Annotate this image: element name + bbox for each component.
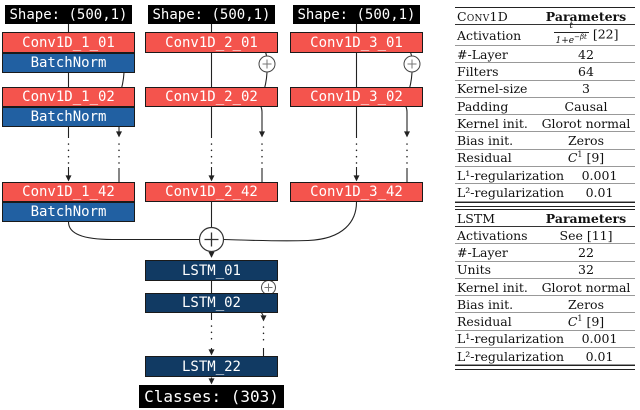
table-row: #-Layer 22 bbox=[455, 244, 635, 262]
table-header-row: LSTM Parameters bbox=[455, 210, 635, 227]
table-row: Kernel-size 3 bbox=[455, 81, 635, 98]
conv-layer-box: Conv1D_2_42 bbox=[145, 182, 278, 202]
table-bottom-rule bbox=[455, 201, 635, 207]
lstm-layer-box: LSTM_02 bbox=[145, 293, 278, 313]
table-row: Bias init. Zeros bbox=[455, 296, 635, 314]
conv-layer-box: Conv1D_2_01 bbox=[145, 32, 278, 53]
table-row: Padding Causal bbox=[455, 98, 635, 116]
batchnorm-box: BatchNorm bbox=[2, 107, 135, 127]
table-bottom-rule bbox=[455, 365, 635, 371]
batchnorm-box: BatchNorm bbox=[2, 53, 135, 73]
table-row: L²-regularization 0.01 bbox=[455, 348, 635, 366]
input-shape-box: Shape: (500,1) bbox=[293, 5, 420, 24]
table-row: #-Layer 42 bbox=[455, 46, 635, 64]
table-header-row: Conv1D Parameters bbox=[455, 8, 635, 25]
table-row: Residual C1 [9] bbox=[455, 150, 635, 168]
lstm-layer-box: LSTM_22 bbox=[145, 356, 278, 377]
batchnorm-box: BatchNorm bbox=[2, 202, 135, 222]
conv-layer-box: Conv1D_1_01 bbox=[2, 32, 135, 53]
input-shape-box: Shape: (500,1) bbox=[148, 5, 275, 24]
conv-layer-box: Conv1D_3_01 bbox=[290, 32, 423, 53]
lstm-parameters-table: LSTM Parameters Activations See [11] #-L… bbox=[455, 209, 635, 371]
table-title: Conv1D bbox=[457, 8, 509, 24]
activation-formula: t 1+e−βt [22] bbox=[553, 21, 619, 46]
plus-circle-icon bbox=[258, 55, 276, 73]
table-row: L¹-regularization 0.001 bbox=[455, 167, 635, 185]
table-row: Kernel init. Glorot normal bbox=[455, 279, 635, 297]
conv-layer-box: Conv1D_1_42 bbox=[2, 182, 135, 202]
conv-layer-box: Conv1D_1_02 bbox=[2, 87, 135, 107]
conv-layer-box: Conv1D_3_42 bbox=[290, 182, 423, 202]
residual-value: C1 [9] bbox=[567, 314, 605, 330]
residual-value: C1 [9] bbox=[567, 150, 605, 166]
table-row: L¹-regularization 0.001 bbox=[455, 331, 635, 349]
table-row: Residual C1 [9] bbox=[455, 313, 635, 331]
table-title: LSTM bbox=[457, 210, 496, 226]
table-row: L²-regularization 0.01 bbox=[455, 184, 635, 202]
conv-layer-box: Conv1D_2_02 bbox=[145, 87, 278, 107]
conv1d-parameters-table: Conv1D Parameters Activation t 1+e−βt [22]… bbox=[455, 7, 635, 207]
table-col-header: Parameters bbox=[545, 8, 627, 24]
table-row: Activations See [11] bbox=[455, 227, 635, 245]
table-row: Bias init. Zeros bbox=[455, 132, 635, 150]
table-row: Kernel init. Glorot normal bbox=[455, 115, 635, 133]
table-row: Activation t 1+e−βt [22] bbox=[455, 21, 635, 46]
merge-plus-circle-icon bbox=[198, 226, 225, 253]
output-classes-box: Classes: (303) bbox=[139, 385, 284, 408]
table-row: Filters 64 bbox=[455, 63, 635, 81]
conv-layer-box: Conv1D_3_02 bbox=[290, 87, 423, 107]
input-shape-box: Shape: (500,1) bbox=[5, 5, 132, 24]
lstm-layer-box: LSTM_01 bbox=[145, 260, 278, 281]
table-col-header: Parameters bbox=[545, 210, 627, 226]
plus-circle-icon bbox=[403, 55, 421, 73]
table-row: Units 32 bbox=[455, 262, 635, 279]
